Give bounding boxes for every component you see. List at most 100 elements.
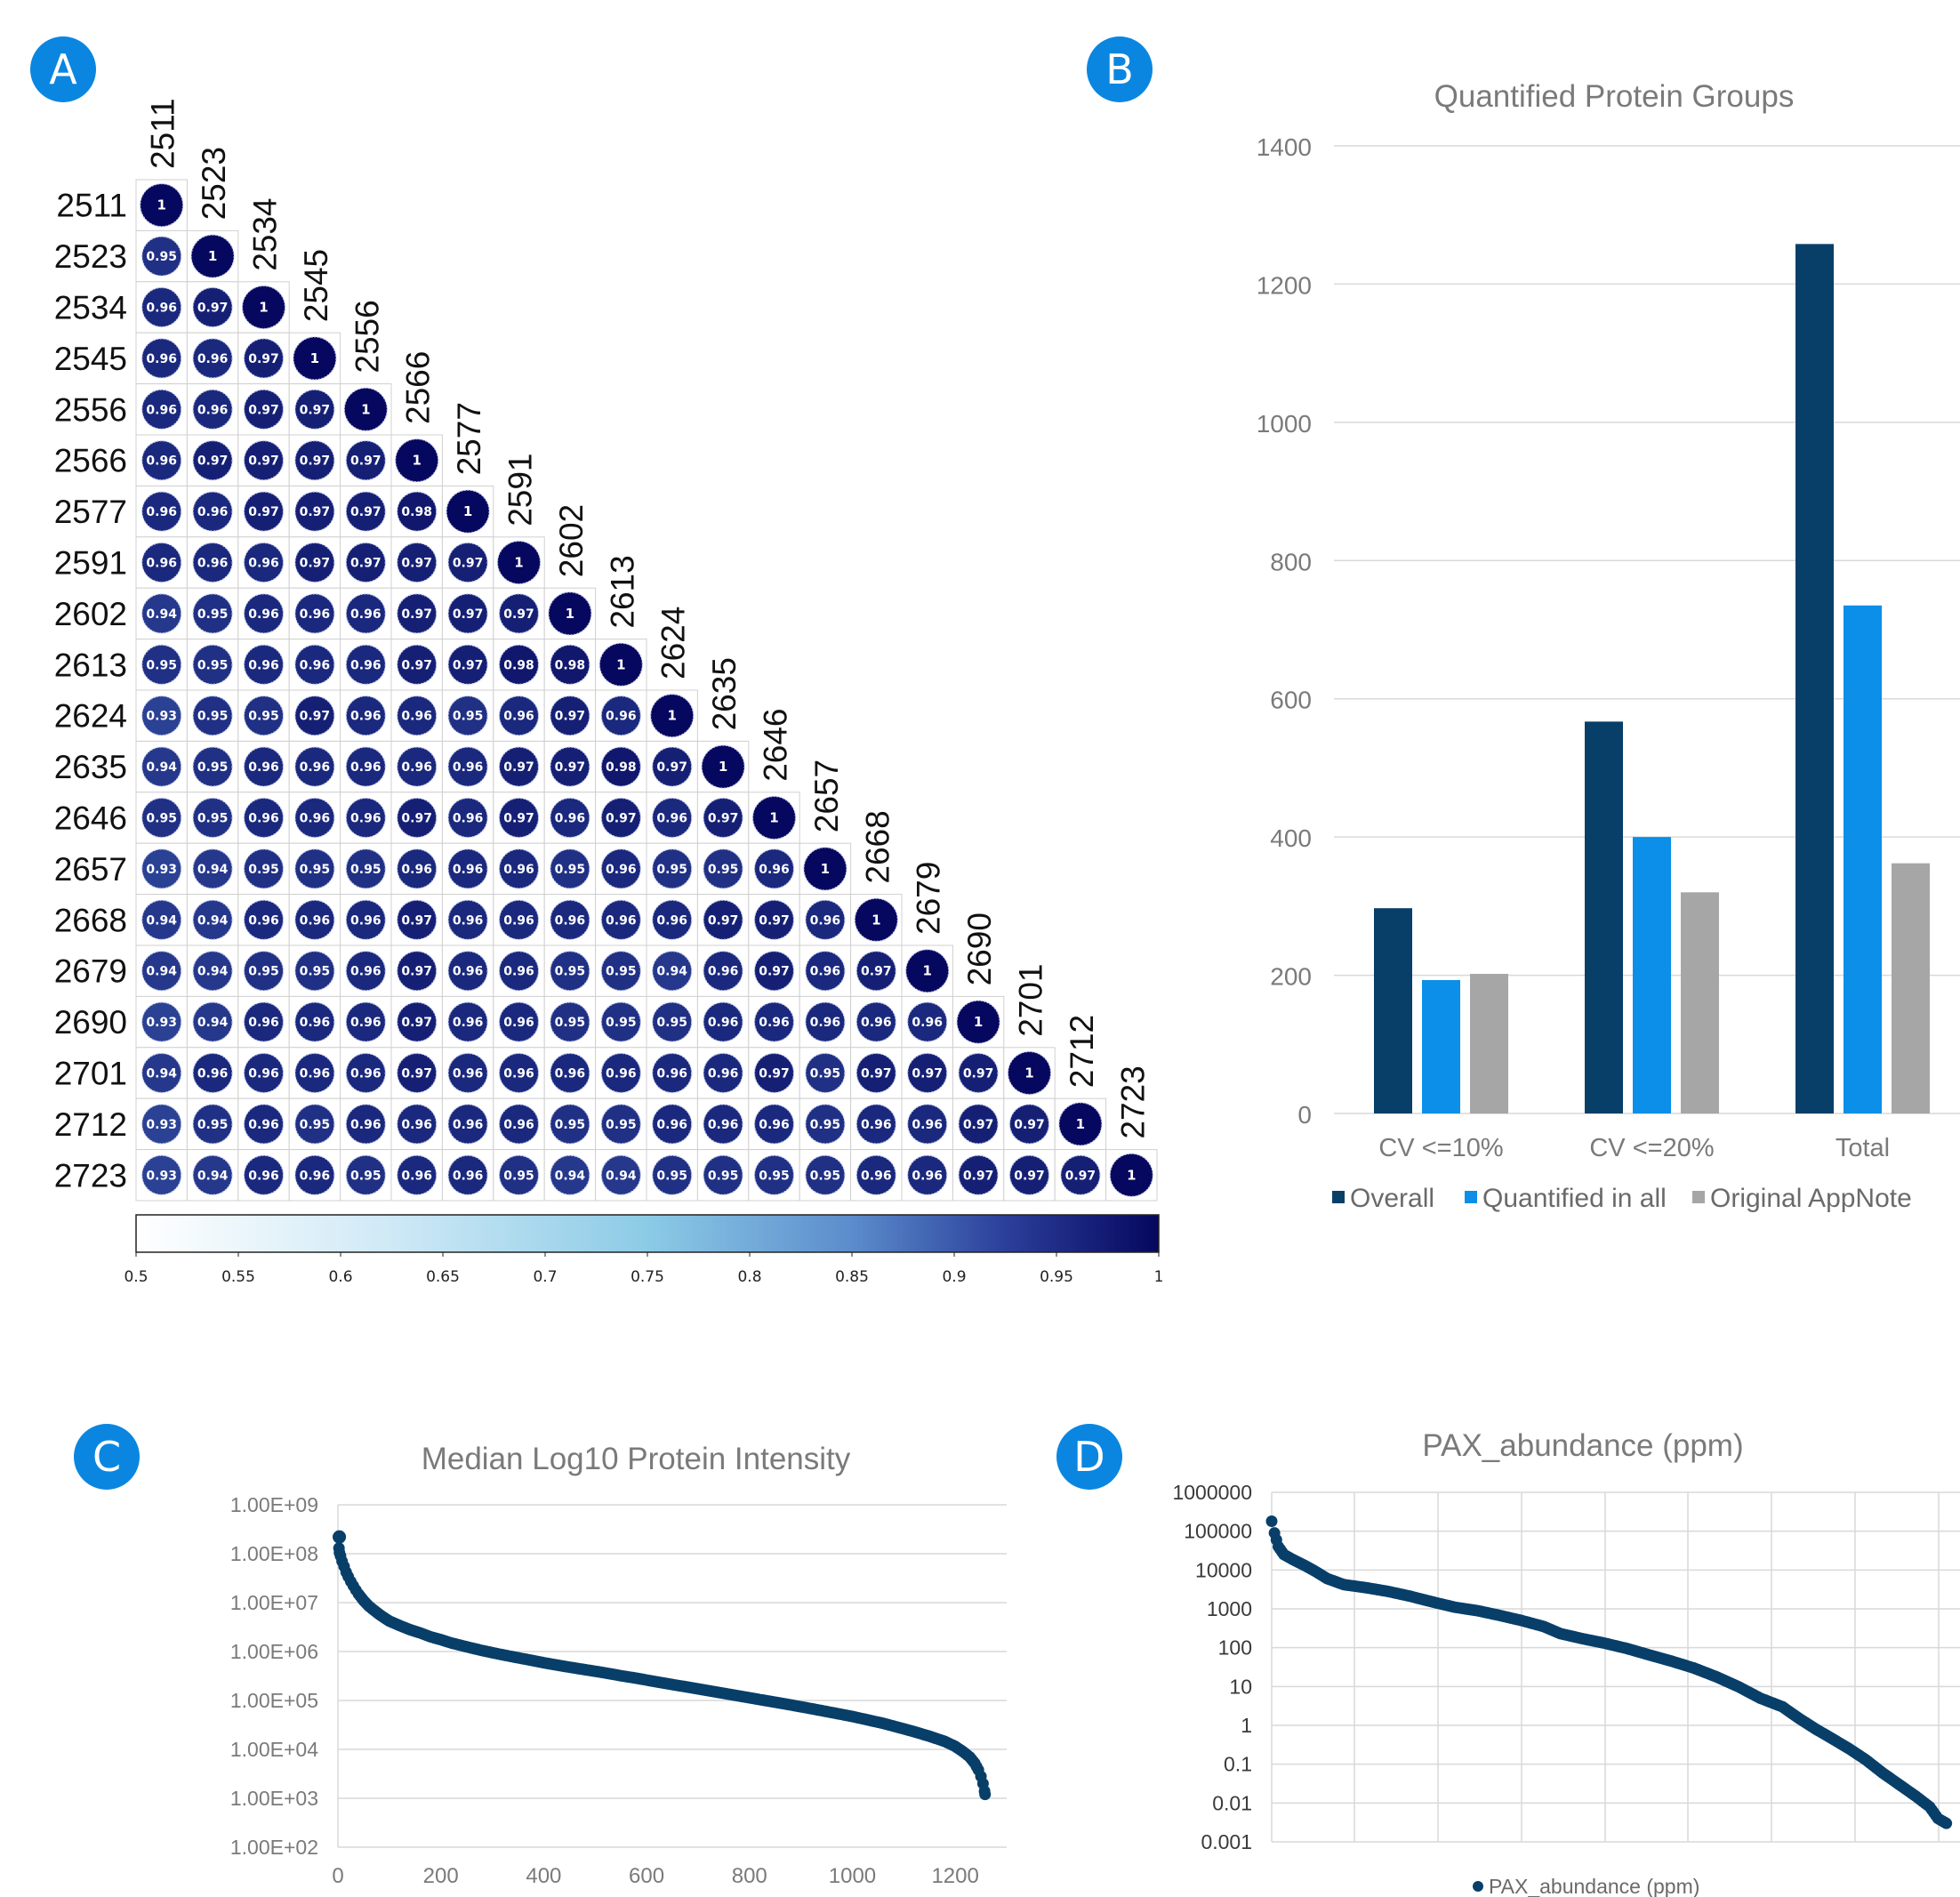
correlation-dot xyxy=(498,593,540,634)
correlation-dot xyxy=(956,1000,1000,1044)
y-tick-label: 1.00E+02 xyxy=(230,1836,318,1859)
correlation-value: 0.96 xyxy=(453,965,484,979)
correlation-value: 0.96 xyxy=(248,1118,279,1132)
correlation-value: 0.97 xyxy=(861,965,892,979)
correlation-value: 0.96 xyxy=(912,1118,943,1132)
correlation-value: 0.95 xyxy=(197,812,229,826)
correlation-value: 0.96 xyxy=(146,301,177,316)
correlation-dot xyxy=(343,387,388,431)
correlation-dot xyxy=(600,746,641,787)
correlation-dot xyxy=(498,1052,540,1094)
correlation-dot xyxy=(141,746,182,787)
correlation-value: 0.96 xyxy=(759,863,790,877)
correlation-dot xyxy=(345,797,386,839)
bar xyxy=(1795,244,1834,1114)
correlation-value: 0.97 xyxy=(197,301,229,316)
correlation-dot xyxy=(243,899,285,940)
x-tick-label: 800 xyxy=(732,1864,767,1888)
correlation-value: 0.95 xyxy=(350,1169,382,1183)
correlation-dot xyxy=(397,1154,438,1195)
column-label: 2690 xyxy=(961,912,998,985)
correlation-dot xyxy=(294,848,335,889)
correlation-dot xyxy=(550,899,590,940)
correlation-value: 0.97 xyxy=(350,557,382,571)
colorbar-tick-label: 0.95 xyxy=(1040,1268,1073,1286)
correlation-value: 1 xyxy=(1076,1116,1085,1132)
correlation-value: 0.96 xyxy=(453,1016,484,1030)
correlation-value: 0.97 xyxy=(401,557,432,571)
correlation-dot xyxy=(192,695,233,736)
y-tick-label: 1.00E+07 xyxy=(230,1591,318,1614)
correlation-dot xyxy=(447,695,488,736)
correlation-heatmap: 1 0.95 1 0.96 0.97 1 0.96 0.96 0.97 1 0.96 0.96 0.97… xyxy=(54,98,1164,1286)
correlation-dot xyxy=(447,951,488,992)
correlation-dot xyxy=(652,899,693,940)
correlation-dot xyxy=(703,848,743,889)
correlation-value: 0.96 xyxy=(606,710,637,724)
correlation-value: 0.96 xyxy=(146,557,177,571)
column-label: 2624 xyxy=(655,607,692,679)
correlation-value: 0.96 xyxy=(146,505,177,519)
correlation-dot xyxy=(498,1154,540,1195)
correlation-dot xyxy=(397,1052,438,1094)
correlation-dot xyxy=(243,593,285,634)
row-label: 2523 xyxy=(54,238,127,275)
correlation-value: 0.95 xyxy=(810,1118,841,1132)
row-label: 2591 xyxy=(54,545,127,582)
column-label: 2534 xyxy=(247,197,284,270)
correlation-value: 0.97 xyxy=(555,760,586,775)
correlation-dot xyxy=(397,491,438,532)
correlation-dot xyxy=(294,593,335,634)
correlation-dot xyxy=(192,440,233,481)
correlation-dot xyxy=(397,1001,438,1042)
row-label: 2679 xyxy=(54,953,127,990)
correlation-dot xyxy=(600,848,641,889)
correlation-value: 0.97 xyxy=(300,403,331,417)
correlation-value: 0.97 xyxy=(963,1118,994,1132)
correlation-dot xyxy=(753,1104,795,1145)
correlation-value: 0.96 xyxy=(248,1067,279,1081)
correlation-value: 1 xyxy=(1127,1167,1136,1183)
correlation-dot xyxy=(447,593,488,634)
correlation-dot xyxy=(805,899,846,940)
chart-title: Median Log10 Protein Intensity xyxy=(422,1442,851,1476)
correlation-dot xyxy=(141,593,182,634)
colorbar-tick-label: 0.6 xyxy=(328,1268,352,1286)
y-tick-label: 1400 xyxy=(1257,133,1312,161)
column-label: 2591 xyxy=(502,453,539,526)
correlation-value: 1 xyxy=(1024,1065,1033,1081)
correlation-dot xyxy=(192,1154,233,1195)
correlation-dot xyxy=(652,1154,693,1195)
correlation-dot xyxy=(703,951,743,992)
correlation-value: 0.96 xyxy=(146,352,177,366)
correlation-value: 0.96 xyxy=(503,710,534,724)
correlation-dot xyxy=(243,389,285,430)
correlation-dot xyxy=(345,695,386,736)
correlation-value: 0.93 xyxy=(146,863,177,877)
correlation-value: 0.97 xyxy=(656,760,687,775)
correlation-value: 0.95 xyxy=(300,863,331,877)
y-tick-label: 1.00E+05 xyxy=(230,1689,318,1712)
correlation-value: 0.97 xyxy=(401,658,432,672)
correlation-value: 1 xyxy=(872,912,880,928)
row-label: 2556 xyxy=(54,391,127,428)
row-label: 2534 xyxy=(54,290,127,326)
correlation-dot xyxy=(192,746,233,787)
correlation-value: 0.95 xyxy=(606,965,637,979)
correlation-value: 0.94 xyxy=(146,760,177,775)
correlation-value: 0.95 xyxy=(248,710,279,724)
correlation-dot xyxy=(294,644,335,685)
legend-label: PAX_abundance (ppm) xyxy=(1489,1875,1699,1897)
correlation-value: 1 xyxy=(208,248,217,264)
correlation-value: 0.96 xyxy=(656,913,687,928)
correlation-dot xyxy=(550,797,590,839)
correlation-value: 1 xyxy=(310,350,319,366)
correlation-value: 0.97 xyxy=(912,1067,943,1081)
correlation-dot xyxy=(447,899,488,940)
correlation-value: 0.97 xyxy=(1014,1169,1045,1183)
row-label: 2577 xyxy=(54,494,127,530)
y-tick-label: 1000000 xyxy=(1172,1481,1252,1504)
correlation-dot xyxy=(243,1052,285,1094)
correlation-dot xyxy=(192,644,233,685)
legend-label: Original AppNote xyxy=(1710,1184,1912,1213)
